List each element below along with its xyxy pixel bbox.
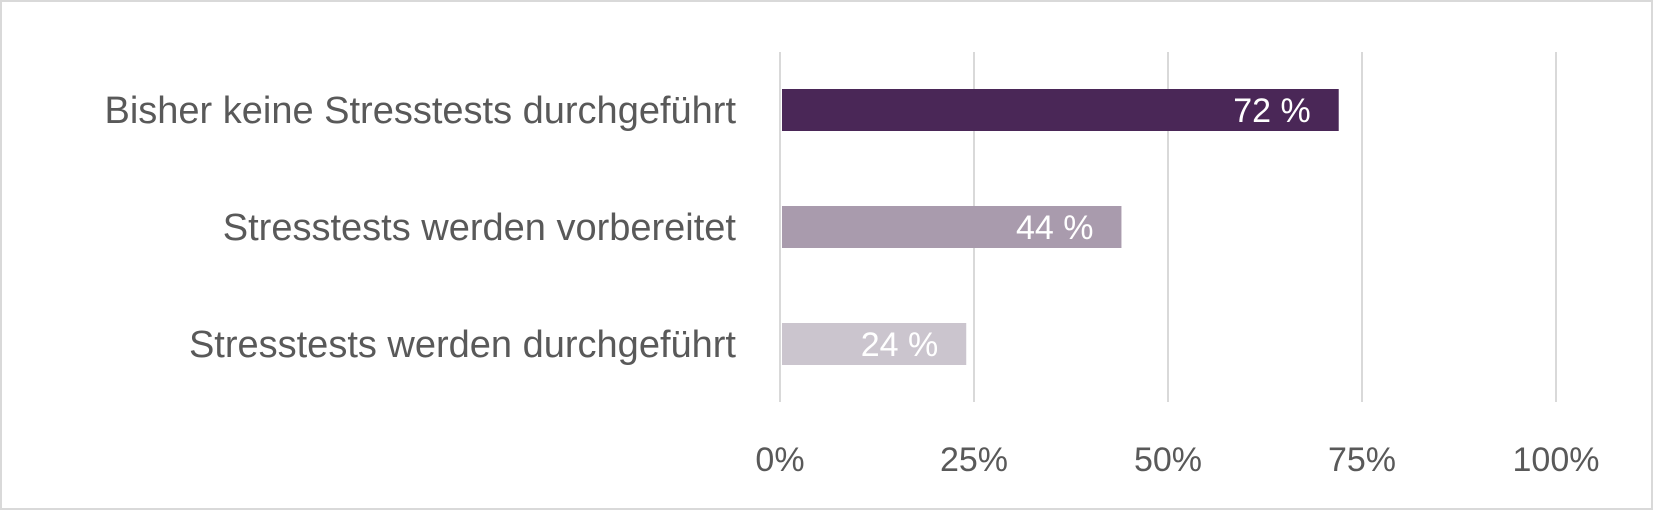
x-tick-label: 75% [1328,441,1396,479]
x-tick-label: 100% [1513,441,1600,479]
category-label: Stresstests werden durchgeführt [189,324,736,366]
data-label: 24 % [861,326,939,364]
data-label: 72 % [1233,92,1311,130]
bar-2 [782,323,967,365]
x-tick-label: 50% [1134,441,1202,479]
data-labels: 72 % 44 % 24 % [861,92,1311,364]
x-tick-label: 0% [755,441,804,479]
category-labels: Bisher keine Stresstests durchgeführt Str… [104,90,736,366]
category-label: Stresstests werden vorbereitet [223,207,737,249]
x-tick-label: 25% [940,441,1008,479]
bar-1 [782,206,1122,248]
bars [782,89,1339,365]
category-label: Bisher keine Stresstests durchgeführt [104,90,736,132]
bar-0 [782,89,1339,131]
data-label: 44 % [1016,209,1094,247]
x-axis-ticks: 0% 25% 50% 75% 100% [755,441,1599,479]
